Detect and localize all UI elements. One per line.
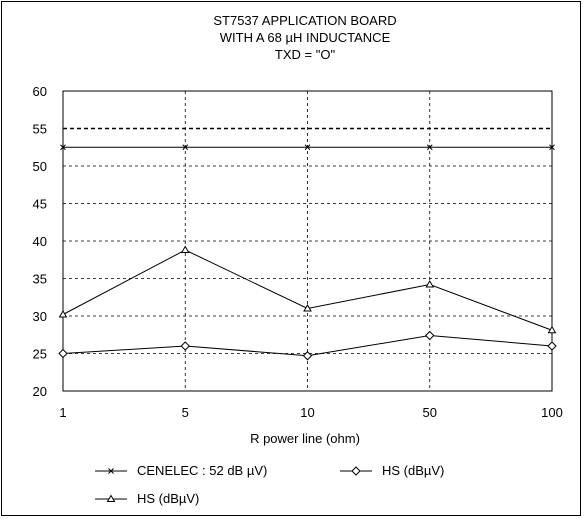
x-marker-stroke [60,144,66,151]
y-tick-label: 50 [33,159,47,174]
x-marker [182,144,189,151]
diamond-marker [547,341,557,351]
y-axis-ticks: 20 25 30 35 40 45 50 55 60 [33,84,47,399]
x-marker-stroke [549,144,555,151]
title-line-2: WITH A 68 µH INDUCTANCE [220,30,391,45]
x-axis-ticks: 1 5 10 50 100 [59,405,562,420]
triangle-marker [303,304,312,312]
triangle-marker [106,494,116,502]
legend-entry: HS (dBµV) [95,491,199,506]
diamond-marker [351,466,361,476]
x-marker-stroke [304,144,311,151]
triangle-marker [425,280,435,288]
series-triangle [58,245,557,334]
series-diamond [58,330,557,361]
triangle-marker [547,325,557,334]
x-tick-label: 5 [182,405,189,420]
y-tick-label: 20 [33,384,47,399]
y-tick-label: 55 [33,122,47,137]
diamond-marker [180,341,190,351]
x-tick-label: 100 [541,405,563,420]
legend-label: CENELEC : 52 dB µV) [137,463,267,478]
series-x [60,144,555,151]
x-tick-label: 10 [300,405,314,420]
x-axis-label: R power line (ohm) [250,431,360,446]
legend-entry: HS (dBµV) [340,463,444,478]
diamond-marker [58,348,68,359]
x-marker [60,144,66,151]
chart-title: ST7537 APPLICATION BOARD WITH A 68 µH IN… [213,13,396,62]
x-marker-stroke [182,144,189,151]
x-marker-stroke [426,144,433,151]
title-line-3: TXD = "O" [275,47,336,62]
y-tick-label: 45 [33,197,47,212]
y-tick-label: 40 [33,234,47,249]
x-marker [304,144,311,151]
legend-label: HS (dBµV) [137,491,199,506]
series-group [58,144,557,361]
title-line-1: ST7537 APPLICATION BOARD [213,13,396,28]
x-tick-label: 50 [423,405,437,420]
legend: CENELEC : 52 dB µV) HS (dBµV) HS (dBµV) [95,463,444,506]
grid [63,91,552,391]
y-tick-label: 25 [33,347,47,362]
triangle-marker [180,245,190,253]
diamond-marker [302,351,313,361]
legend-label: HS (dBµV) [382,463,444,478]
legend-entry: CENELEC : 52 dB µV) [95,463,267,478]
plot-border [62,90,553,392]
x-marker-stroke [108,468,114,474]
x-tick-label: 1 [59,405,66,420]
triangle-marker [58,310,68,318]
y-tick-label: 60 [33,84,47,99]
plot-area [62,90,553,392]
diamond-marker [425,330,435,341]
y-tick-label: 30 [33,309,47,324]
x-marker [108,468,114,474]
x-marker [549,144,555,151]
x-marker [426,144,433,151]
y-tick-label: 35 [33,272,47,287]
